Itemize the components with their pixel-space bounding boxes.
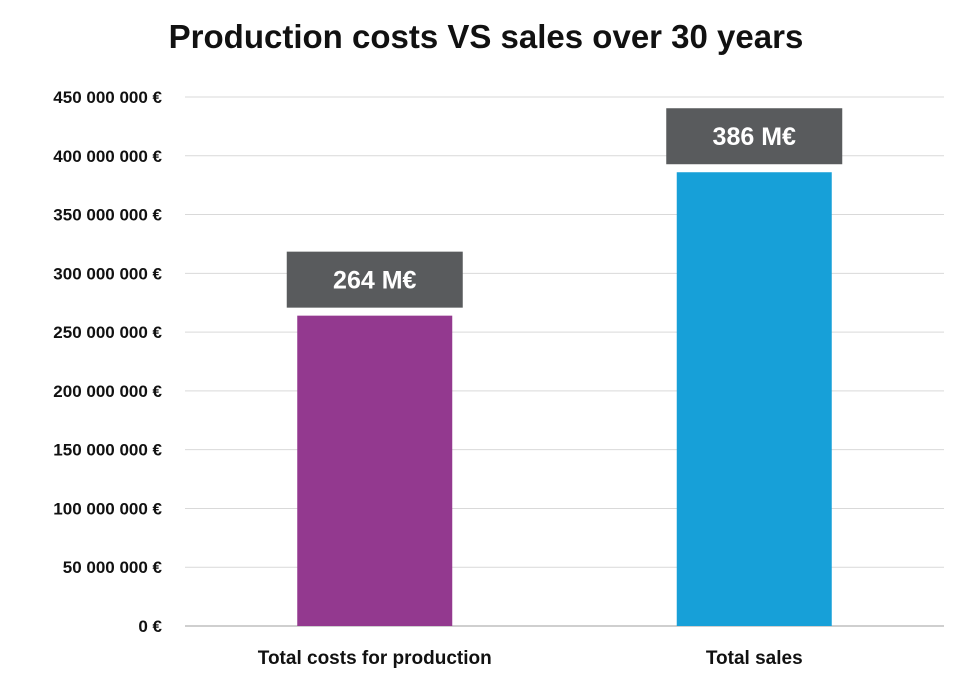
y-tick-label: 0 €	[138, 617, 162, 636]
y-tick-label: 200 000 000 €	[53, 382, 162, 401]
x-tick-label: Total sales	[706, 648, 803, 669]
y-tick-label: 250 000 000 €	[53, 323, 162, 342]
data-label-box	[666, 108, 843, 165]
y-tick-label: 450 000 000 €	[53, 88, 162, 107]
y-tick-label: 100 000 000 €	[53, 499, 162, 518]
y-tick-label: 400 000 000 €	[53, 147, 162, 166]
y-tick-label: 300 000 000 €	[53, 264, 162, 283]
data-label-box	[286, 251, 463, 308]
bar[interactable]	[676, 172, 832, 627]
bar[interactable]	[297, 315, 453, 626]
chart-title: Production costs VS sales over 30 years	[168, 18, 804, 55]
y-tick-label: 350 000 000 €	[53, 206, 162, 225]
y-tick-label: 150 000 000 €	[53, 441, 162, 460]
data-label: 386 M€	[713, 123, 796, 151]
data-label: 264 M€	[333, 267, 416, 295]
y-tick-label: 50 000 000 €	[63, 558, 163, 577]
x-tick-label: Total costs for production	[258, 648, 492, 669]
